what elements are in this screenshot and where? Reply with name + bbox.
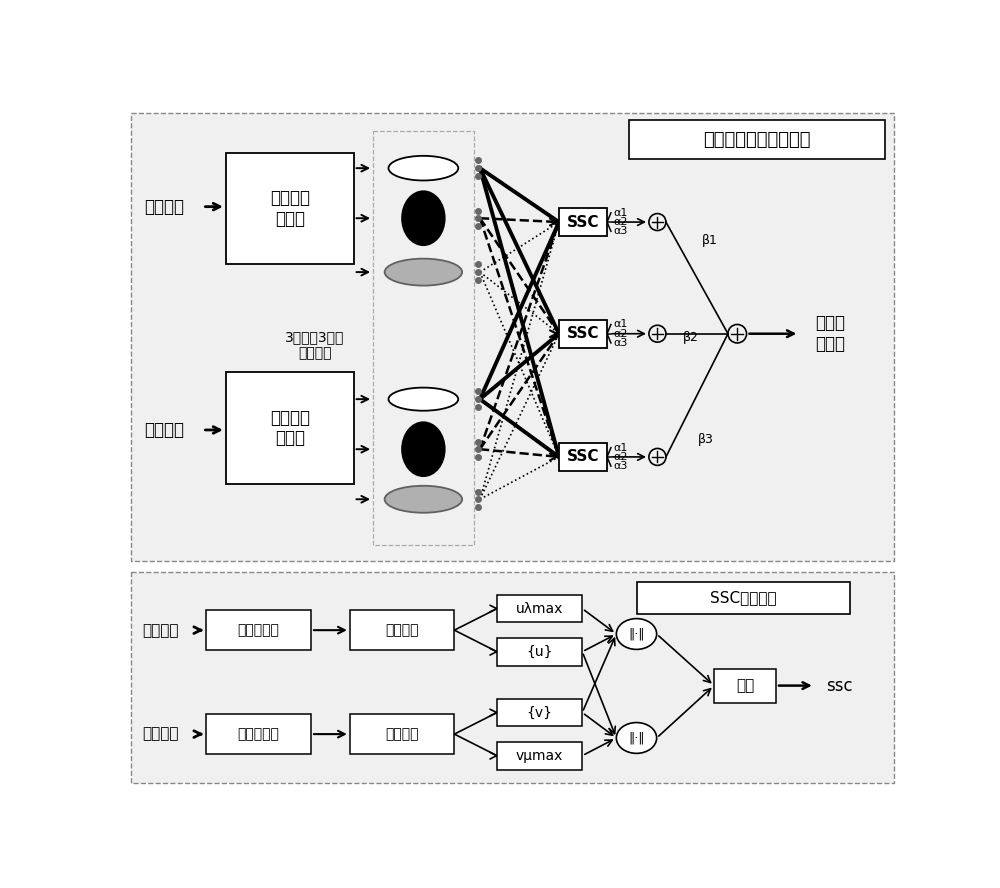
Text: ‖·‖: ‖·‖ <box>628 732 645 744</box>
FancyBboxPatch shape <box>497 699 582 726</box>
Ellipse shape <box>385 486 462 512</box>
FancyBboxPatch shape <box>206 610 311 650</box>
Text: 失真矩阵: 失真矩阵 <box>142 726 179 741</box>
Text: α2: α2 <box>613 329 628 338</box>
FancyBboxPatch shape <box>497 741 582 770</box>
Ellipse shape <box>402 191 445 245</box>
Text: ‖·‖: ‖·‖ <box>628 628 645 640</box>
Text: α2: α2 <box>613 452 628 462</box>
Text: 均値: 均値 <box>736 678 754 694</box>
Text: 自相似性比较算法流程: 自相似性比较算法流程 <box>703 131 810 148</box>
Text: 协方差变换: 协方差变换 <box>238 727 280 741</box>
Text: SSC算法内核: SSC算法内核 <box>710 591 776 606</box>
Text: {u}: {u} <box>526 645 553 659</box>
FancyBboxPatch shape <box>559 443 607 471</box>
Text: 参考图像: 参考图像 <box>144 198 184 216</box>
Ellipse shape <box>402 423 445 476</box>
Ellipse shape <box>616 723 657 753</box>
Text: 多贝利小
波分解: 多贝利小 波分解 <box>270 189 310 228</box>
FancyBboxPatch shape <box>559 208 607 236</box>
FancyBboxPatch shape <box>226 372 354 484</box>
Text: 多贝利小
波分解: 多贝利小 波分解 <box>270 408 310 448</box>
FancyBboxPatch shape <box>629 121 885 159</box>
Text: α3: α3 <box>613 226 628 236</box>
FancyBboxPatch shape <box>637 582 850 614</box>
Text: 图像自
相似性: 图像自 相似性 <box>815 314 845 353</box>
Text: α1: α1 <box>613 320 628 329</box>
Text: α2: α2 <box>613 217 628 227</box>
Text: α3: α3 <box>613 461 628 472</box>
Text: 3方向，3尺度
小波系数: 3方向，3尺度 小波系数 <box>285 330 345 361</box>
Ellipse shape <box>388 155 458 180</box>
Ellipse shape <box>385 258 462 286</box>
FancyBboxPatch shape <box>559 320 607 347</box>
Text: 参考矩阵: 参考矩阵 <box>142 622 179 638</box>
Text: SSC: SSC <box>567 449 599 464</box>
Text: α1: α1 <box>613 208 628 218</box>
Text: ssc: ssc <box>826 677 853 694</box>
Text: α1: α1 <box>613 443 628 453</box>
Ellipse shape <box>388 387 458 411</box>
FancyBboxPatch shape <box>497 595 582 622</box>
Text: α3: α3 <box>613 338 628 348</box>
Text: 特征分解: 特征分解 <box>385 727 419 741</box>
FancyBboxPatch shape <box>373 131 474 545</box>
FancyBboxPatch shape <box>206 714 311 754</box>
FancyBboxPatch shape <box>350 610 454 650</box>
Text: {v}: {v} <box>527 706 553 719</box>
Text: β2: β2 <box>683 331 699 344</box>
Ellipse shape <box>616 619 657 649</box>
Text: vμmax: vμmax <box>516 749 563 763</box>
FancyBboxPatch shape <box>226 153 354 265</box>
FancyBboxPatch shape <box>350 714 454 754</box>
Text: β1: β1 <box>702 234 718 247</box>
Text: SSC: SSC <box>567 215 599 230</box>
FancyBboxPatch shape <box>497 638 582 666</box>
FancyBboxPatch shape <box>131 573 894 782</box>
Text: uλmax: uλmax <box>516 601 563 615</box>
Text: β3: β3 <box>698 433 714 447</box>
FancyBboxPatch shape <box>131 113 894 561</box>
Text: 失真图像: 失真图像 <box>144 421 184 439</box>
Text: SSC: SSC <box>567 326 599 341</box>
Text: 协方差变换: 协方差变换 <box>238 623 280 638</box>
FancyBboxPatch shape <box>714 669 776 702</box>
Text: 特征分解: 特征分解 <box>385 623 419 638</box>
